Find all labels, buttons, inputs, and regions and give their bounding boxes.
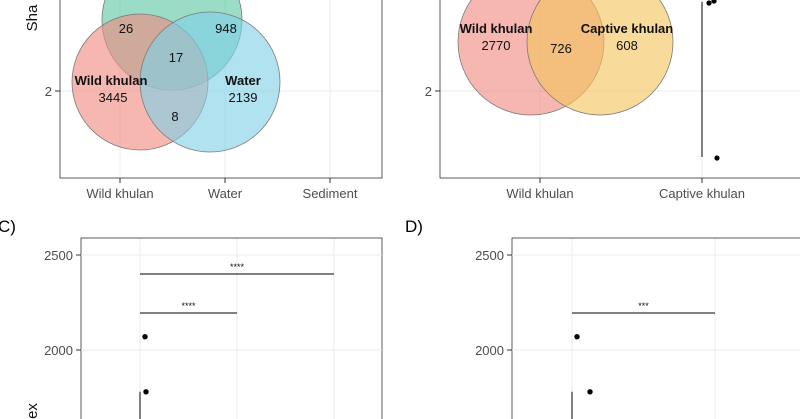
panel-c: C) 2000 2500 **** **** ex — [0, 217, 383, 419]
panel-a-ytick-label: 2 — [45, 84, 52, 99]
panel-d-tag: D) — [405, 217, 423, 236]
panel-c-point-0 — [142, 334, 148, 340]
panel-c-point-1 — [143, 389, 149, 395]
panel-c-y-axis: 2000 2500 — [44, 248, 382, 358]
panel-c-sig-label-0: **** — [230, 262, 245, 272]
venn-count-wild-water: 8 — [171, 109, 178, 124]
panel-d: D) 2000 2500 *** — [405, 217, 800, 419]
panel-c-grid — [139, 238, 335, 419]
venn-set-name-wild-khulan: Wild khulan — [75, 73, 148, 88]
panel-c-ytick-label-0: 2000 — [44, 343, 73, 358]
venn-set-name-captive-khulan: Captive khulan — [581, 21, 674, 36]
panel-b-point-top-a — [706, 0, 712, 6]
venn-count-wild-captive: 726 — [550, 41, 572, 56]
venn-count-wild-unique-b: 2770 — [482, 38, 511, 53]
panel-b-border — [439, 0, 800, 179]
panel-d-ytick-label-0: 2000 — [475, 343, 504, 358]
panel-d-border — [511, 237, 800, 419]
panel-c-marks: **** **** — [139, 262, 334, 419]
panel-a-ylabel: Sha — [24, 4, 41, 31]
panel-d-grid — [571, 238, 716, 419]
panel-c-tag: C) — [0, 217, 16, 236]
panel-a-xtick-label-sediment: Sediment — [303, 186, 358, 201]
venn-set-name-water: Water — [225, 73, 261, 88]
venn-set-name-wild-khulan-b: Wild khulan — [460, 21, 533, 36]
venn-count-wild-sediment: 26 — [119, 21, 133, 36]
panel-a-border — [59, 0, 383, 179]
panel-b-xtick-label-captive: Captive khulan — [659, 186, 745, 201]
panel-c-sig-label-1: **** — [181, 301, 196, 311]
panel-b-ytick-label: 2 — [425, 84, 432, 99]
panel-b: Wild khulan 2770 726 Captive khulan 608 … — [425, 0, 800, 201]
panel-d-marks: *** — [571, 301, 715, 419]
venn-count-captive-unique: 608 — [616, 38, 638, 53]
venn-count-water-sediment: 948 — [215, 21, 237, 36]
panel-c-border — [80, 237, 383, 419]
panel-a-xtick-label-water: Water — [208, 186, 243, 201]
venn-circle-captive-khulan — [526, 0, 674, 116]
panel-d-sig-label-0: *** — [638, 301, 649, 311]
panel-d-ytick-label-1: 2500 — [475, 248, 504, 263]
panel-a-xtick-label-wild: Wild khulan — [86, 186, 153, 201]
panel-d-point-0 — [574, 334, 580, 340]
venn-count-all-three: 17 — [169, 50, 183, 65]
venn-count-water-unique: 2139 — [229, 90, 258, 105]
venn-circle-water — [139, 11, 281, 153]
panel-a: 26 948 17 Wild khulan 3445 Water 2139 8 … — [24, 0, 383, 201]
panel-b-point-bottom — [714, 155, 720, 161]
panel-c-ytick-label-1: 2500 — [44, 248, 73, 263]
panel-c-ylabel: ex — [24, 403, 41, 419]
panel-d-y-axis: 2000 2500 — [475, 248, 800, 358]
panel-b-xtick-label-wild: Wild khulan — [506, 186, 573, 201]
panel-b-point-top-b — [711, 0, 717, 4]
panel-d-point-1 — [587, 389, 593, 395]
venn-count-wild-unique: 3445 — [99, 90, 128, 105]
